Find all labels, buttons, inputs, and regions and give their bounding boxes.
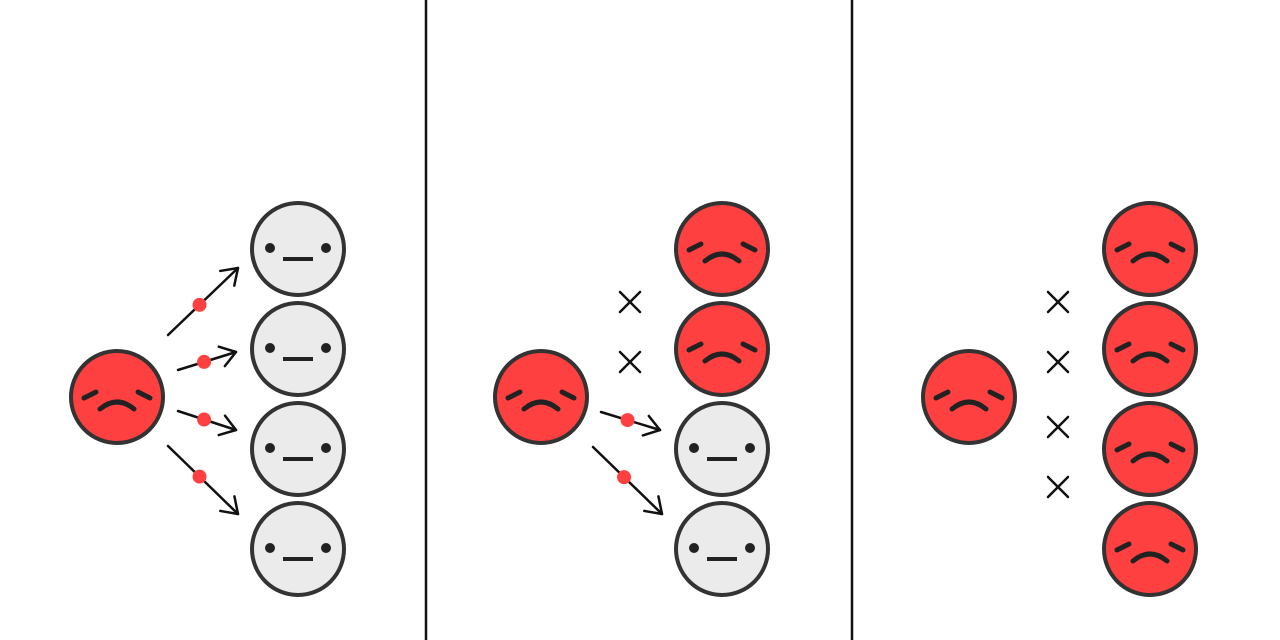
blocked-cross-icon [618,290,642,314]
infected-person-sad-face-icon [674,301,770,397]
transmission-arrow-icon [176,409,238,437]
virus-dot-icon [192,469,207,484]
blocked-cross-icon [1046,415,1070,439]
healthy-person-neutral-face-icon [250,201,346,297]
infected-person-sad-face-icon [674,201,770,297]
virus-dot-icon [197,412,212,427]
blocked-cross-icon [618,350,642,374]
healthy-person-neutral-face-icon [674,501,770,597]
transmission-arrow-icon [166,444,240,516]
transmission-arrow-icon [599,410,662,437]
virus-dot-icon [617,470,632,485]
healthy-person-neutral-face-icon [250,301,346,397]
source-person-sad-face-icon [921,349,1017,445]
healthy-person-neutral-face-icon [674,401,770,497]
virus-dot-icon [197,354,212,369]
transmission-arrow-icon [166,266,240,337]
source-person-sad-face-icon [69,349,165,445]
infected-person-sad-face-icon [1102,501,1198,597]
infected-person-sad-face-icon [1102,301,1198,397]
transmission-arrow-icon [176,345,238,372]
transmission-arrow-icon [591,445,664,516]
infected-person-sad-face-icon [1102,201,1198,297]
source-person-sad-face-icon [493,349,589,445]
blocked-cross-icon [1046,290,1070,314]
blocked-cross-icon [1046,475,1070,499]
infected-person-sad-face-icon [1102,401,1198,497]
healthy-person-neutral-face-icon [250,401,346,497]
healthy-person-neutral-face-icon [250,501,346,597]
blocked-cross-icon [1046,350,1070,374]
virus-dot-icon [192,297,207,312]
virus-dot-icon [620,413,635,428]
